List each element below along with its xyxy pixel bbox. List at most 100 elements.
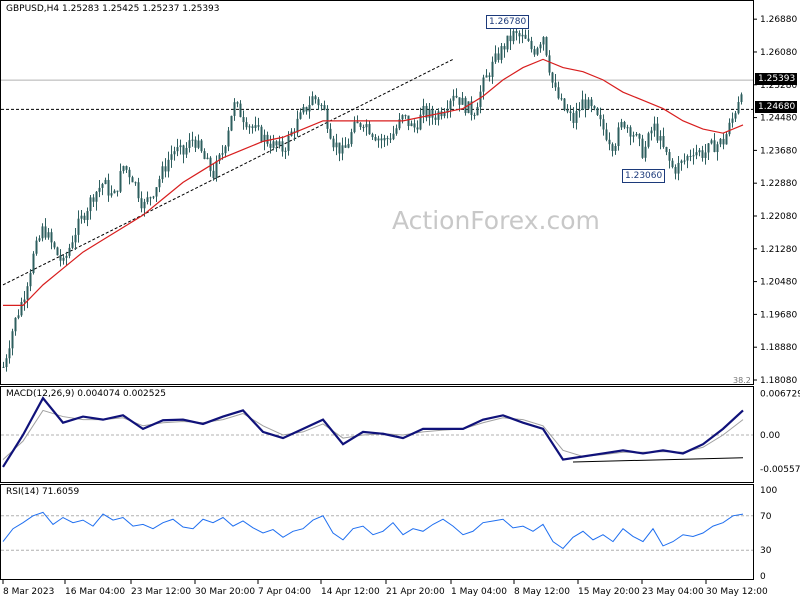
candle-body: [5, 358, 8, 368]
candle-body: [572, 113, 575, 123]
fib-label: 38.2: [733, 376, 751, 385]
candle-body: [128, 169, 131, 178]
candle-body: [149, 197, 152, 199]
candle-body: [185, 147, 188, 155]
candle-body: [605, 129, 608, 140]
macd-signal-line: [2, 409, 744, 460]
candle-body: [527, 38, 530, 41]
candle-body: [101, 184, 104, 188]
candle-body: [2, 366, 5, 368]
candle-body: [89, 197, 92, 212]
candle-body: [92, 197, 95, 202]
candle-body: [173, 151, 176, 155]
candle-body: [476, 107, 479, 116]
candle-body: [575, 111, 578, 123]
candle-body: [344, 145, 347, 148]
candle-body: [662, 136, 665, 148]
candle-body: [593, 106, 596, 109]
price-tick-label: 1.22880: [760, 179, 797, 189]
rsi-tick-label: 70: [760, 512, 772, 522]
candle-body: [518, 33, 521, 37]
candle-body: [269, 143, 272, 148]
candle-body: [479, 91, 482, 108]
candle-body: [740, 94, 743, 103]
candle-body: [251, 126, 254, 128]
candle-body: [233, 102, 236, 116]
candle-body: [455, 95, 458, 98]
candle-body: [407, 115, 410, 127]
candle-body: [701, 150, 704, 158]
candle-body: [446, 109, 449, 113]
candle-body: [158, 179, 161, 188]
price-tick-label: 1.23680: [760, 146, 797, 156]
candle-body: [692, 155, 695, 157]
candle-body: [287, 135, 290, 151]
candle-body: [362, 126, 365, 128]
rsi-panel-frame: [0, 484, 754, 580]
candle-body: [143, 201, 146, 209]
candle-body: [242, 117, 245, 123]
price-tick-label: 1.18880: [760, 343, 797, 353]
candle-body: [464, 97, 467, 114]
candle-body: [221, 153, 224, 155]
candle-body: [170, 154, 173, 160]
candle-body: [563, 98, 566, 111]
candle-body: [182, 145, 185, 155]
candle-body: [608, 139, 611, 145]
candle-body: [74, 234, 77, 243]
rsi-tick-label: 30: [760, 546, 772, 556]
candle-body: [737, 102, 740, 114]
candle-body: [35, 240, 38, 254]
candle-body: [254, 125, 257, 128]
rsi-tick-label: 0: [760, 572, 766, 582]
candle-body: [32, 253, 35, 273]
time-tick-label: 16 Mar 04:00: [65, 587, 125, 597]
price-tick-label: 1.24480: [760, 114, 797, 124]
candle-body: [257, 125, 260, 127]
candle-body: [11, 331, 14, 349]
candle-body: [314, 96, 317, 100]
candle-body: [116, 190, 119, 192]
candle-body: [542, 37, 545, 45]
price-tick-label: 1.21280: [760, 245, 797, 255]
candle-body: [503, 46, 506, 50]
candle-body: [458, 97, 461, 105]
candle-body: [647, 133, 650, 147]
candle-body: [266, 134, 269, 144]
candle-body: [371, 134, 374, 138]
candle-body: [710, 140, 713, 144]
candle-body: [167, 159, 170, 172]
candle-body: [413, 123, 416, 128]
candle-body: [98, 187, 101, 192]
candle-body: [506, 35, 509, 50]
rsi-tick-label: 100: [760, 486, 777, 496]
candle-body: [566, 110, 569, 112]
time-tick-label: 21 Apr 20:00: [386, 587, 445, 597]
time-tick-label: 8 May 12:00: [514, 587, 570, 597]
candle-body: [323, 105, 326, 110]
candle-body: [356, 121, 359, 124]
candle-body: [500, 46, 503, 60]
candle-body: [602, 119, 605, 130]
candle-body: [611, 144, 614, 151]
candle-body: [713, 140, 716, 153]
candle-body: [671, 160, 674, 168]
candle-body: [419, 114, 422, 130]
candle-body: [95, 191, 98, 202]
candle-body: [14, 317, 17, 332]
time-tick-label: 30 Mar 20:00: [195, 587, 255, 597]
candle-body: [428, 109, 431, 118]
candle-body: [176, 147, 179, 152]
candle-body: [620, 121, 623, 128]
candle-body: [350, 132, 353, 145]
candle-body: [272, 141, 275, 148]
candle-body: [227, 130, 230, 147]
candle-body: [41, 226, 44, 239]
macd-panel-frame: [0, 386, 754, 483]
candle-body: [473, 114, 476, 116]
candle-body: [260, 126, 263, 142]
candle-body: [668, 152, 671, 161]
candle-body: [422, 105, 425, 115]
